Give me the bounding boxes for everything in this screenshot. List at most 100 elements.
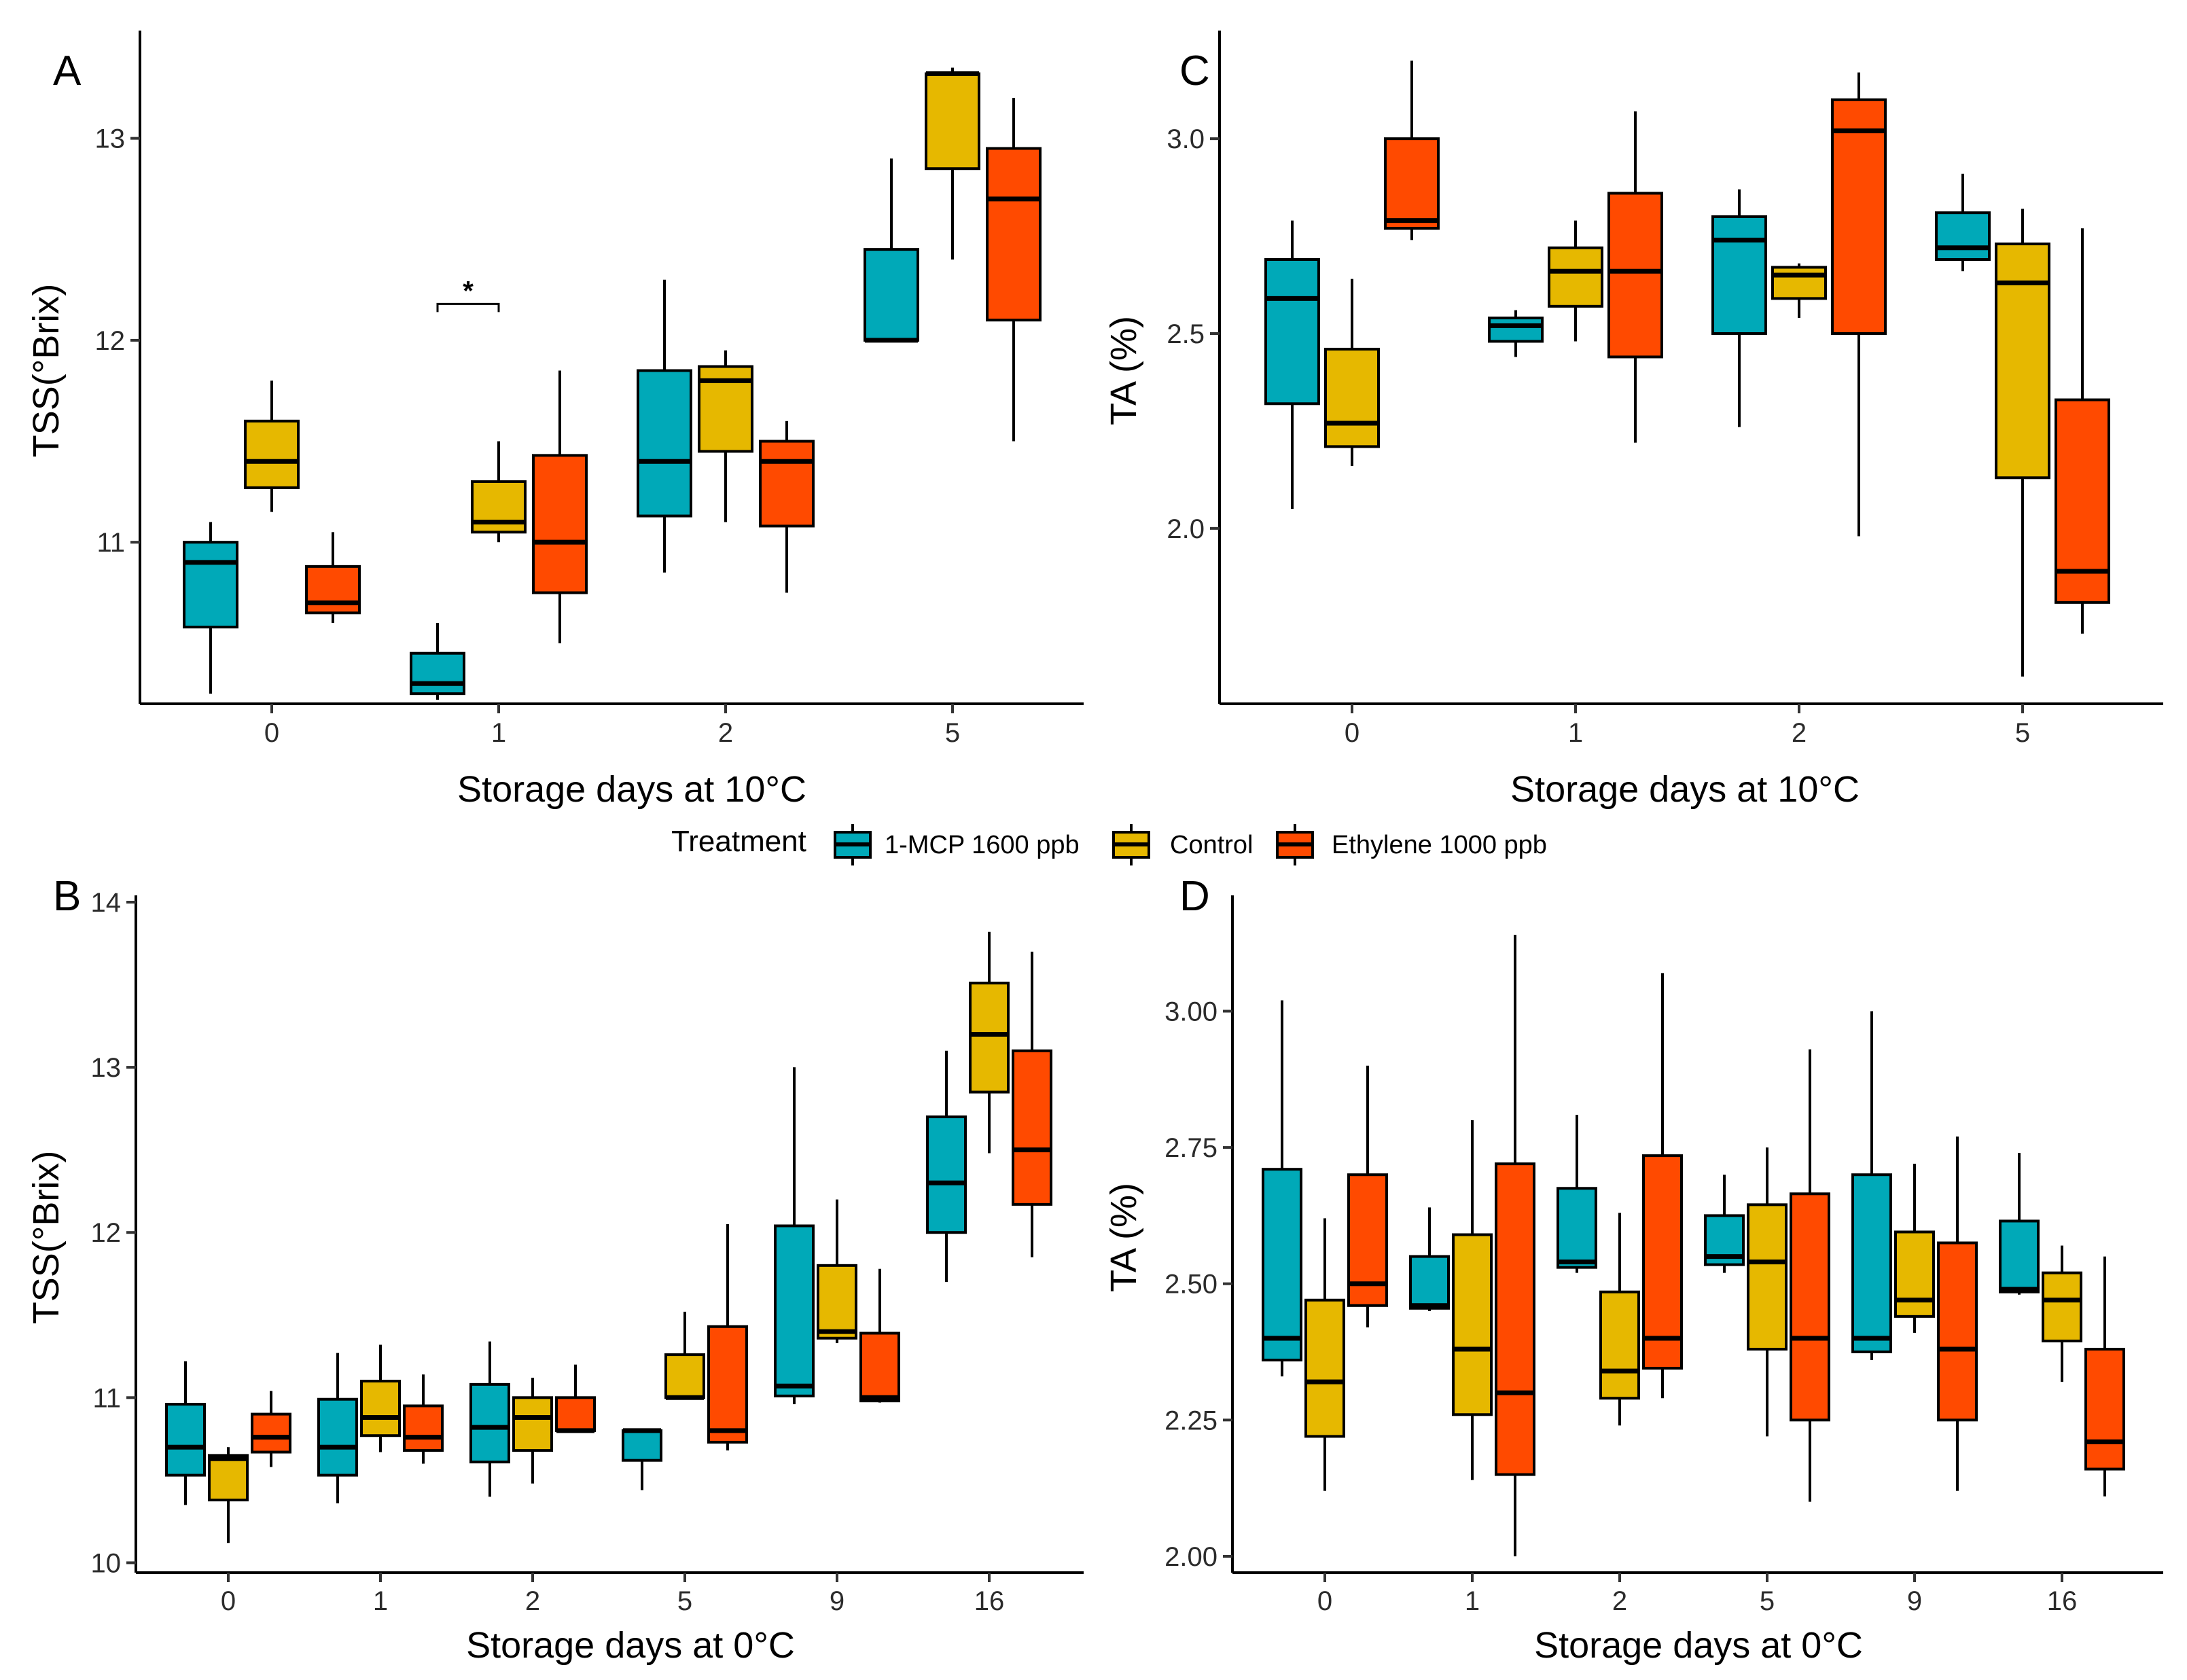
box-1mcp-5 <box>1704 1175 1745 1273</box>
x-tick-label: 9 <box>830 1586 844 1616</box>
box-iqr <box>512 1396 553 1452</box>
box-ethylene-5 <box>707 1224 748 1451</box>
box-control-5 <box>925 67 980 260</box>
x-tick-label: 2 <box>1612 1586 1627 1616</box>
y-axis-title: TSS(°Brix) <box>26 284 67 458</box>
box-iqr <box>1831 98 1887 336</box>
box-iqr <box>1790 1192 1830 1422</box>
x-tick-label: 1 <box>1465 1586 1480 1616</box>
box-1mcp-9 <box>1851 1011 1892 1361</box>
box-iqr <box>1599 1290 1640 1400</box>
box-ethylene-5 <box>2055 228 2110 634</box>
box-control-2 <box>1771 263 1827 319</box>
y-tick-label: 2.75 <box>1164 1133 1217 1163</box>
x-tick-label: 2 <box>525 1586 540 1616</box>
box-iqr <box>1747 1203 1788 1351</box>
y-tick-label: 2.00 <box>1164 1542 1217 1572</box>
box-ethylene-2 <box>1831 72 1887 537</box>
box-control-9 <box>1894 1164 1935 1333</box>
legend: Treatment 1-MCP 1600 ppb Control Ethylen… <box>671 824 1547 865</box>
box-control-5 <box>1747 1147 1788 1437</box>
box-control-1 <box>1452 1120 1493 1480</box>
box-ethylene-1 <box>532 370 588 643</box>
box-control-5 <box>664 1311 705 1400</box>
y-tick-label: 3.00 <box>1164 997 1217 1026</box>
box-iqr <box>925 72 980 171</box>
box-ethylene-2 <box>759 421 815 593</box>
x-tick-label: 1 <box>1568 718 1583 748</box>
box-ethylene-1 <box>1607 111 1663 443</box>
y-tick-label: 2.0 <box>1167 514 1205 544</box>
box-iqr <box>1452 1233 1493 1416</box>
box-iqr <box>664 1353 705 1399</box>
box-ethylene-5 <box>1790 1049 1830 1502</box>
x-tick-label: 5 <box>945 718 960 748</box>
box-iqr <box>410 651 465 696</box>
box-ethylene-16 <box>1012 951 1052 1257</box>
box-iqr <box>1384 137 1440 230</box>
legend-label-control: Control <box>1170 831 1253 859</box>
box-1mcp-1 <box>410 623 465 700</box>
box-1mcp-2 <box>469 1341 510 1497</box>
x-tick-label: 2 <box>718 718 733 748</box>
y-tick-label: 2.50 <box>1164 1270 1217 1300</box>
box-iqr <box>471 480 527 534</box>
box-iqr <box>1711 215 1767 336</box>
box-ethylene-5 <box>986 98 1042 442</box>
y-tick-label: 11 <box>92 1383 121 1413</box>
y-tick-label: 14 <box>91 888 122 918</box>
box-iqr <box>208 1454 249 1502</box>
x-tick-label: 16 <box>974 1586 1005 1616</box>
box-ethylene-0 <box>251 1391 291 1467</box>
x-tick-label: 9 <box>1907 1586 1922 1616</box>
box-1mcp-1 <box>1488 310 1544 357</box>
box-iqr <box>317 1397 358 1477</box>
box-iqr <box>1304 1298 1345 1438</box>
x-tick-label: 0 <box>264 718 279 748</box>
box-1mcp-0 <box>1262 1000 1302 1377</box>
box-ethylene-9 <box>1937 1137 1978 1491</box>
box-control-9 <box>817 1199 857 1344</box>
box-iqr <box>1262 1168 1302 1362</box>
y-tick-label: 12 <box>95 326 126 356</box>
x-axis-title: Storage days at 0°C <box>466 1625 795 1666</box>
box-1mcp-0 <box>1264 220 1320 510</box>
x-tick-label: 16 <box>2047 1586 2078 1616</box>
box-control-1 <box>471 441 527 543</box>
box-iqr <box>469 1382 510 1464</box>
x-tick-label: 5 <box>2015 718 2030 748</box>
box-iqr <box>360 1380 401 1437</box>
legend-title: Treatment <box>671 825 806 858</box>
y-tick-label: 3.0 <box>1167 124 1205 154</box>
box-1mcp-5 <box>622 1428 662 1490</box>
box-iqr <box>2055 398 2110 604</box>
legend-label-1mcp: 1-MCP 1600 ppb <box>885 831 1080 859</box>
box-iqr <box>244 419 300 489</box>
box-iqr <box>1935 211 1991 261</box>
box-1mcp-16 <box>926 1050 967 1283</box>
box-1mcp-16 <box>1999 1153 2040 1295</box>
box-control-0 <box>1304 1218 1345 1491</box>
x-axis-title: Storage days at 10°C <box>457 769 806 810</box>
box-control-16 <box>969 931 1010 1154</box>
y-axis-title: TA (%) <box>1103 316 1144 425</box>
panel-label-a: A <box>53 48 82 94</box>
box-control-0 <box>208 1447 249 1543</box>
y-tick-label: 12 <box>91 1218 122 1248</box>
box-iqr <box>2084 1348 2125 1471</box>
box-iqr <box>183 541 238 629</box>
x-tick-label: 0 <box>1345 718 1359 748</box>
box-iqr <box>637 369 692 518</box>
box-iqr <box>1557 1187 1597 1269</box>
legend-item-control: Control <box>1112 824 1253 865</box>
box-control-2 <box>512 1378 553 1484</box>
box-1mcp-0 <box>165 1361 206 1505</box>
y-axis-title: TA (%) <box>1103 1183 1144 1292</box>
panel-label-c: C <box>1179 48 1210 94</box>
box-ethylene-2 <box>555 1364 596 1433</box>
x-axis-title: Storage days at 10°C <box>1510 769 1860 810</box>
box-iqr <box>532 454 588 594</box>
